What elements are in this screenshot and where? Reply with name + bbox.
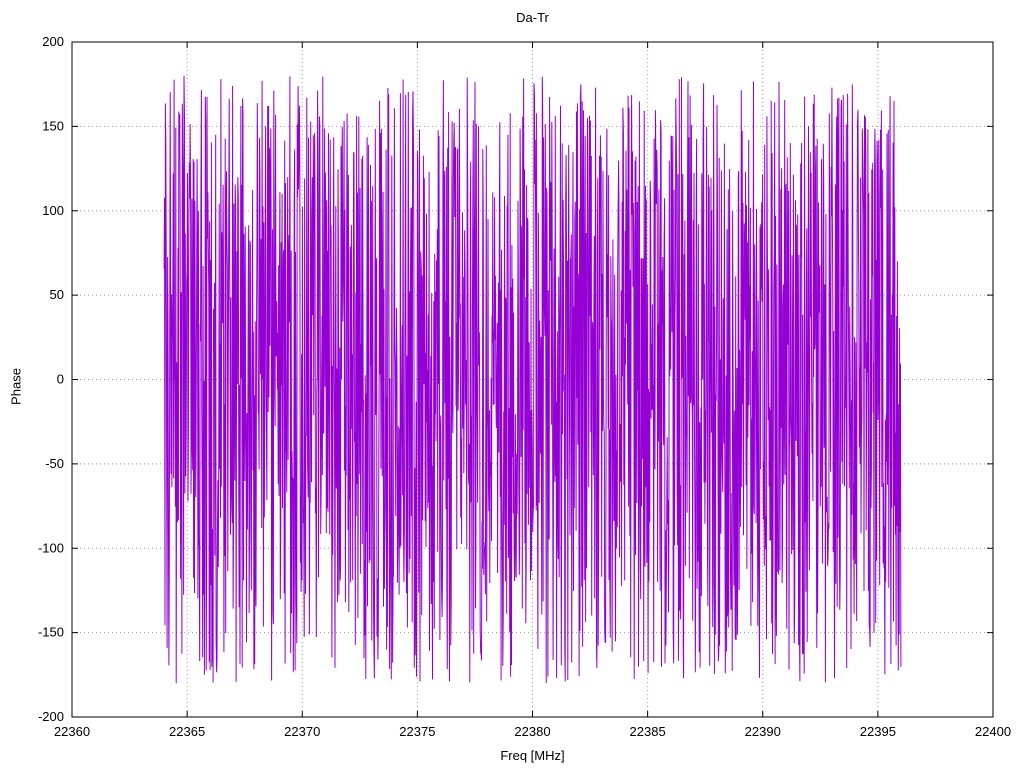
x-tick-label: 22390	[745, 724, 781, 739]
x-tick-label: 22360	[54, 724, 90, 739]
y-tick-label: 200	[42, 34, 64, 49]
tick-labels: 22360 22365 22370 22375 22380 22385 22390 22395…	[38, 34, 1011, 739]
y-tick-label: -100	[38, 540, 64, 555]
plot-border	[71, 41, 994, 718]
x-tick-label: 22395	[860, 724, 896, 739]
x-tick-label: 22365	[169, 724, 205, 739]
x-tick-label: 22400	[975, 724, 1011, 739]
x-tick-label: 22385	[630, 724, 666, 739]
y-tick-label: -150	[38, 625, 64, 640]
x-tick-label: 22370	[284, 724, 320, 739]
x-tick-label: 22375	[399, 724, 435, 739]
x-axis-label: Freq [MHz]	[500, 748, 565, 763]
x-tick-label: 22380	[514, 724, 550, 739]
y-tick-label: 100	[42, 203, 64, 218]
y-tick-label: 0	[57, 372, 64, 387]
chart-title: Da-Tr	[516, 10, 549, 25]
y-tick-label: 150	[42, 118, 64, 133]
y-tick-label: -50	[45, 456, 64, 471]
phase-trace	[163, 75, 902, 684]
y-tick-label: -200	[38, 709, 64, 724]
y-tick-label: 50	[50, 287, 64, 302]
